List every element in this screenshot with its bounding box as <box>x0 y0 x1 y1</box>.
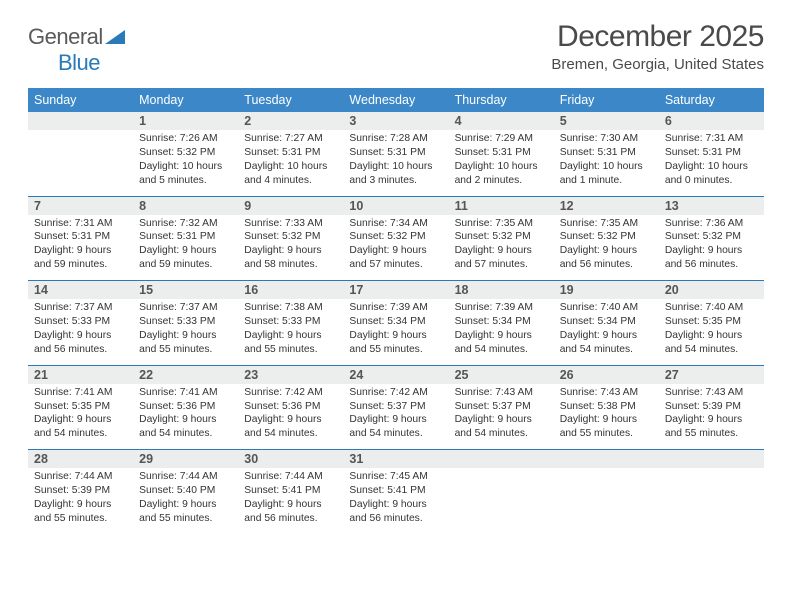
day-cell: Sunrise: 7:43 AM Sunset: 5:39 PM Dayligh… <box>659 384 764 450</box>
day-cell: Sunrise: 7:43 AM Sunset: 5:38 PM Dayligh… <box>554 384 659 450</box>
day-number: 12 <box>554 196 659 215</box>
day-number: 11 <box>449 196 554 215</box>
day-cell: Sunrise: 7:37 AM Sunset: 5:33 PM Dayligh… <box>133 299 238 365</box>
day-number: 16 <box>238 281 343 300</box>
day-number: 18 <box>449 281 554 300</box>
day-number: 14 <box>28 281 133 300</box>
day-number: 23 <box>238 365 343 384</box>
day-number: 20 <box>659 281 764 300</box>
day-content-row: Sunrise: 7:26 AM Sunset: 5:32 PM Dayligh… <box>28 130 764 196</box>
day-number: 31 <box>343 450 448 469</box>
logo-text-b: Blue <box>58 50 100 75</box>
day-number: 30 <box>238 450 343 469</box>
page-subtitle: Bremen, Georgia, United States <box>551 56 764 73</box>
day-cell <box>449 468 554 534</box>
day-number: 24 <box>343 365 448 384</box>
day-cell: Sunrise: 7:38 AM Sunset: 5:33 PM Dayligh… <box>238 299 343 365</box>
day-cell: Sunrise: 7:34 AM Sunset: 5:32 PM Dayligh… <box>343 215 448 281</box>
day-cell: Sunrise: 7:44 AM Sunset: 5:40 PM Dayligh… <box>133 468 238 534</box>
day-cell: Sunrise: 7:26 AM Sunset: 5:32 PM Dayligh… <box>133 130 238 196</box>
day-cell <box>28 130 133 196</box>
day-header: Tuesday <box>238 88 343 112</box>
day-cell: Sunrise: 7:42 AM Sunset: 5:37 PM Dayligh… <box>343 384 448 450</box>
day-cell: Sunrise: 7:28 AM Sunset: 5:31 PM Dayligh… <box>343 130 448 196</box>
day-number: 19 <box>554 281 659 300</box>
day-cell: Sunrise: 7:33 AM Sunset: 5:32 PM Dayligh… <box>238 215 343 281</box>
page-title: December 2025 <box>551 20 764 54</box>
logo-triangle-icon <box>105 28 125 44</box>
day-number: 25 <box>449 365 554 384</box>
day-number: 2 <box>238 112 343 130</box>
day-content-row: Sunrise: 7:37 AM Sunset: 5:33 PM Dayligh… <box>28 299 764 365</box>
calendar-header-row: Sunday Monday Tuesday Wednesday Thursday… <box>28 88 764 112</box>
day-header: Sunday <box>28 88 133 112</box>
day-number: 29 <box>133 450 238 469</box>
day-cell: Sunrise: 7:39 AM Sunset: 5:34 PM Dayligh… <box>449 299 554 365</box>
day-cell: Sunrise: 7:44 AM Sunset: 5:41 PM Dayligh… <box>238 468 343 534</box>
day-number: 13 <box>659 196 764 215</box>
day-number: 17 <box>343 281 448 300</box>
logo-text-a: General <box>28 24 103 49</box>
day-number <box>28 112 133 130</box>
day-number <box>449 450 554 469</box>
day-cell: Sunrise: 7:30 AM Sunset: 5:31 PM Dayligh… <box>554 130 659 196</box>
day-cell: Sunrise: 7:45 AM Sunset: 5:41 PM Dayligh… <box>343 468 448 534</box>
day-header: Monday <box>133 88 238 112</box>
day-header: Wednesday <box>343 88 448 112</box>
day-cell: Sunrise: 7:40 AM Sunset: 5:35 PM Dayligh… <box>659 299 764 365</box>
day-number-row: 123456 <box>28 112 764 130</box>
day-cell: Sunrise: 7:32 AM Sunset: 5:31 PM Dayligh… <box>133 215 238 281</box>
day-cell: Sunrise: 7:41 AM Sunset: 5:36 PM Dayligh… <box>133 384 238 450</box>
day-number: 7 <box>28 196 133 215</box>
day-cell <box>554 468 659 534</box>
day-number <box>659 450 764 469</box>
day-number: 6 <box>659 112 764 130</box>
calendar-body: 123456Sunrise: 7:26 AM Sunset: 5:32 PM D… <box>28 112 764 534</box>
day-cell: Sunrise: 7:36 AM Sunset: 5:32 PM Dayligh… <box>659 215 764 281</box>
day-number: 27 <box>659 365 764 384</box>
day-number: 26 <box>554 365 659 384</box>
day-number: 21 <box>28 365 133 384</box>
day-cell: Sunrise: 7:27 AM Sunset: 5:31 PM Dayligh… <box>238 130 343 196</box>
day-number: 15 <box>133 281 238 300</box>
day-number-row: 21222324252627 <box>28 365 764 384</box>
day-cell: Sunrise: 7:31 AM Sunset: 5:31 PM Dayligh… <box>659 130 764 196</box>
day-number-row: 28293031 <box>28 450 764 469</box>
day-cell: Sunrise: 7:35 AM Sunset: 5:32 PM Dayligh… <box>554 215 659 281</box>
day-number: 9 <box>238 196 343 215</box>
day-cell: Sunrise: 7:37 AM Sunset: 5:33 PM Dayligh… <box>28 299 133 365</box>
day-header: Friday <box>554 88 659 112</box>
day-cell: Sunrise: 7:29 AM Sunset: 5:31 PM Dayligh… <box>449 130 554 196</box>
day-cell: Sunrise: 7:35 AM Sunset: 5:32 PM Dayligh… <box>449 215 554 281</box>
title-block: December 2025 Bremen, Georgia, United St… <box>551 20 764 73</box>
day-number: 10 <box>343 196 448 215</box>
day-number-row: 78910111213 <box>28 196 764 215</box>
logo-text: General Blue <box>28 24 125 76</box>
day-cell: Sunrise: 7:39 AM Sunset: 5:34 PM Dayligh… <box>343 299 448 365</box>
logo: General Blue <box>28 24 125 76</box>
day-cell: Sunrise: 7:41 AM Sunset: 5:35 PM Dayligh… <box>28 384 133 450</box>
day-number: 8 <box>133 196 238 215</box>
day-content-row: Sunrise: 7:31 AM Sunset: 5:31 PM Dayligh… <box>28 215 764 281</box>
day-cell: Sunrise: 7:44 AM Sunset: 5:39 PM Dayligh… <box>28 468 133 534</box>
day-number: 28 <box>28 450 133 469</box>
day-cell: Sunrise: 7:31 AM Sunset: 5:31 PM Dayligh… <box>28 215 133 281</box>
day-number: 4 <box>449 112 554 130</box>
day-number: 22 <box>133 365 238 384</box>
day-cell: Sunrise: 7:43 AM Sunset: 5:37 PM Dayligh… <box>449 384 554 450</box>
day-content-row: Sunrise: 7:41 AM Sunset: 5:35 PM Dayligh… <box>28 384 764 450</box>
day-cell: Sunrise: 7:40 AM Sunset: 5:34 PM Dayligh… <box>554 299 659 365</box>
day-header: Saturday <box>659 88 764 112</box>
header: General Blue December 2025 Bremen, Georg… <box>28 20 764 76</box>
day-number-row: 14151617181920 <box>28 281 764 300</box>
day-header: Thursday <box>449 88 554 112</box>
day-cell: Sunrise: 7:42 AM Sunset: 5:36 PM Dayligh… <box>238 384 343 450</box>
day-content-row: Sunrise: 7:44 AM Sunset: 5:39 PM Dayligh… <box>28 468 764 534</box>
day-number: 1 <box>133 112 238 130</box>
day-number: 3 <box>343 112 448 130</box>
day-cell <box>659 468 764 534</box>
calendar-table: Sunday Monday Tuesday Wednesday Thursday… <box>28 88 764 534</box>
day-number <box>554 450 659 469</box>
day-number: 5 <box>554 112 659 130</box>
